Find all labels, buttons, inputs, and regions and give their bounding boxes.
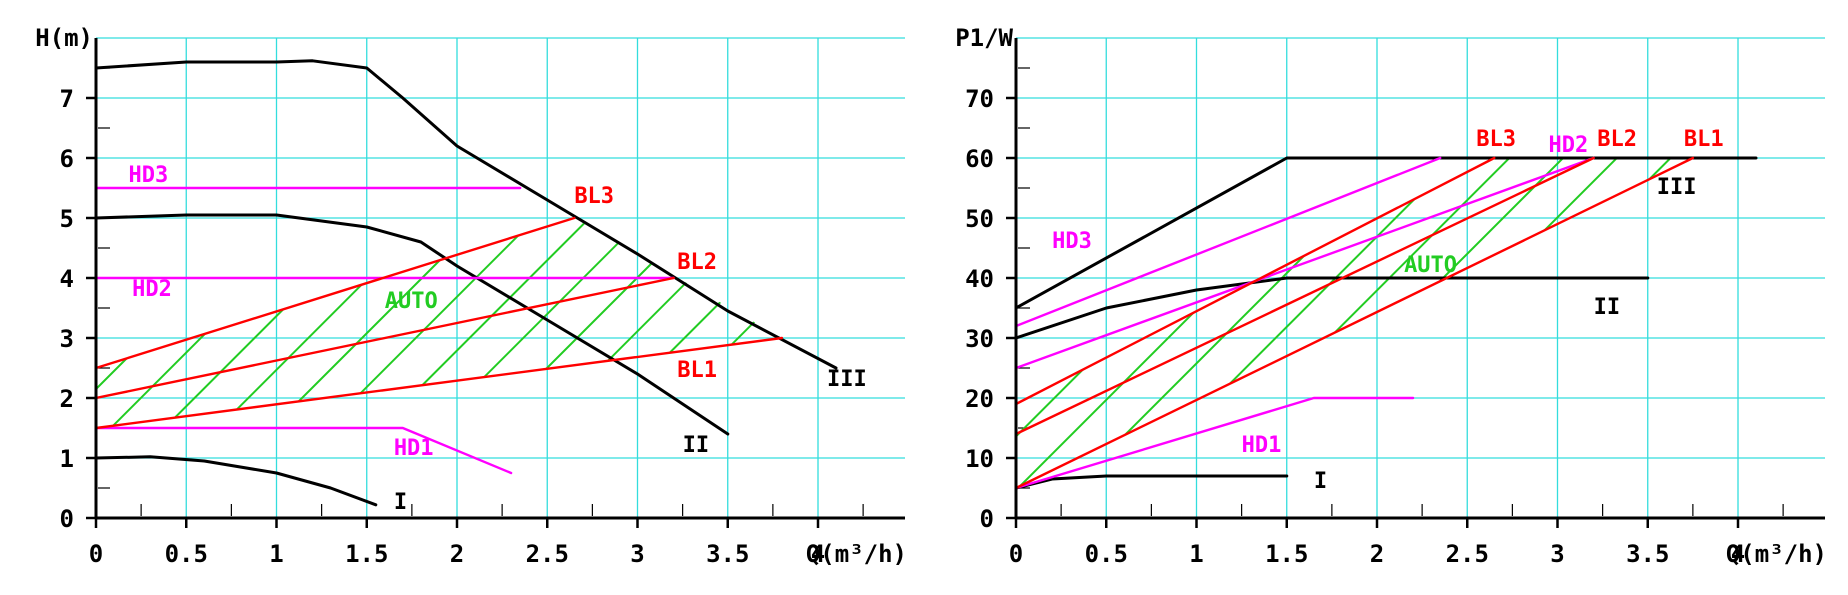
x-tick-label: 1 [1189,540,1203,568]
y-tick-label: 40 [965,265,994,293]
y-tick-label: 0 [60,505,74,533]
series-line-hd1 [1016,396,1415,490]
series-group [96,59,838,507]
y-tick-label: 20 [965,385,994,413]
series-line-i [1016,474,1289,490]
chart-panel-2: 0 0.5 1 1.5 2 2.5 3 3.5 4010203040506070P1/WQ(m³… [955,24,1827,568]
y-tick-label: 10 [965,445,994,473]
series-line-bl1 [1016,156,1695,490]
y-tick-label: 4 [60,265,74,293]
annotation-hd3: HD3 [128,163,168,188]
axes: 0 0.5 1 1.5 2 2.5 3 3.5 4010203040506070P1/WQ(m³… [955,24,1827,568]
y-axis-title: H(m) [35,24,93,52]
series-line-iii [96,59,838,370]
series-group [1016,156,1758,490]
x-tick-label: 1.5 [1265,540,1308,568]
series-line-hd2 [1016,156,1595,370]
annotation-hd1: HD1 [394,436,434,461]
series-line-bl2 [1016,156,1595,436]
annotation-bl1: BL1 [1684,127,1724,152]
series-line-bl3 [96,216,576,370]
x-tick-label: 3.5 [1626,540,1669,568]
series-line-hd1 [96,426,513,475]
y-tick-label: 7 [60,85,74,113]
x-tick-label: 0.5 [165,540,208,568]
series-line-bl3 [1016,156,1496,406]
x-tick-label: 2.5 [1446,540,1489,568]
annotation-hd1: HD1 [1242,433,1282,458]
y-tick-label: 1 [60,445,74,473]
x-axis-title: Q(m³/h) [1726,540,1827,568]
x-tick-label: 3 [1550,540,1564,568]
y-tick-label: 0 [980,505,994,533]
series-line-hd3 [1016,156,1442,328]
annotation-bl3: BL3 [574,184,614,209]
series-line-i [96,455,378,507]
annotation-iii: III [827,367,867,392]
annotation-i: I [1314,469,1327,494]
annotation-auto: AUTO [385,289,438,314]
x-tick-label: 4 [1731,540,1745,568]
annotation-i: I [394,490,407,515]
x-tick-label: 3 [630,540,644,568]
annotation-iii: III [1657,175,1697,200]
x-tick-label: 1 [269,540,283,568]
series-line-bl1 [96,336,784,430]
y-tick-label: 70 [965,85,994,113]
y-tick-label: 3 [60,325,74,353]
annotation-ii: II [1594,295,1621,320]
x-tick-label: 2 [1370,540,1384,568]
x-tick-label: 2 [450,540,464,568]
y-tick-label: 30 [965,325,994,353]
x-axis-title: Q(m³/h) [806,540,907,568]
y-axis-title: P1/W [955,24,1013,52]
series-line-ii [1016,276,1650,340]
auto-region [96,218,782,428]
chart-panel-1: 0 0.5 1 1.5 2 2.5 3 3.5 4 0 1 2 3 4 5 6 7 H(m) Q(m³/h) HD3 H… [35,24,907,568]
x-tick-label: 1.5 [345,540,388,568]
annotation-auto: AUTO [1404,253,1457,278]
annotation-ii: II [683,433,710,458]
annotation-hd3: HD3 [1052,229,1092,254]
y-tick-label: 60 [965,145,994,173]
y-tick-label: 6 [60,145,74,173]
y-tick-label: 2 [60,385,74,413]
x-tick-label: 3.5 [706,540,749,568]
axes: 0 0.5 1 1.5 2 2.5 3 3.5 4 0 1 2 3 4 5 6 7 H(m) Q(m³/h) [35,24,907,568]
x-tick-label: 2.5 [526,540,569,568]
series-line-bl2 [96,276,675,400]
x-tick-label: 0 [1009,540,1023,568]
annotation-hd2: HD2 [1548,133,1588,158]
series-line-ii [96,213,730,436]
x-tick-label: 4 [811,540,825,568]
y-tick-label: 50 [965,205,994,233]
x-tick-label: 0.5 [1085,540,1128,568]
y-tick-label: 5 [60,205,74,233]
series-line-iii [1016,156,1758,310]
annotation-bl3: BL3 [1476,127,1516,152]
annotation-bl1: BL1 [677,358,717,383]
annotation-bl2: BL2 [677,250,717,275]
minor-ticks [1018,67,1784,516]
annotation-bl2: BL2 [1597,127,1637,152]
x-tick-label: 0 [89,540,103,568]
annotation-hd2: HD2 [132,277,172,302]
